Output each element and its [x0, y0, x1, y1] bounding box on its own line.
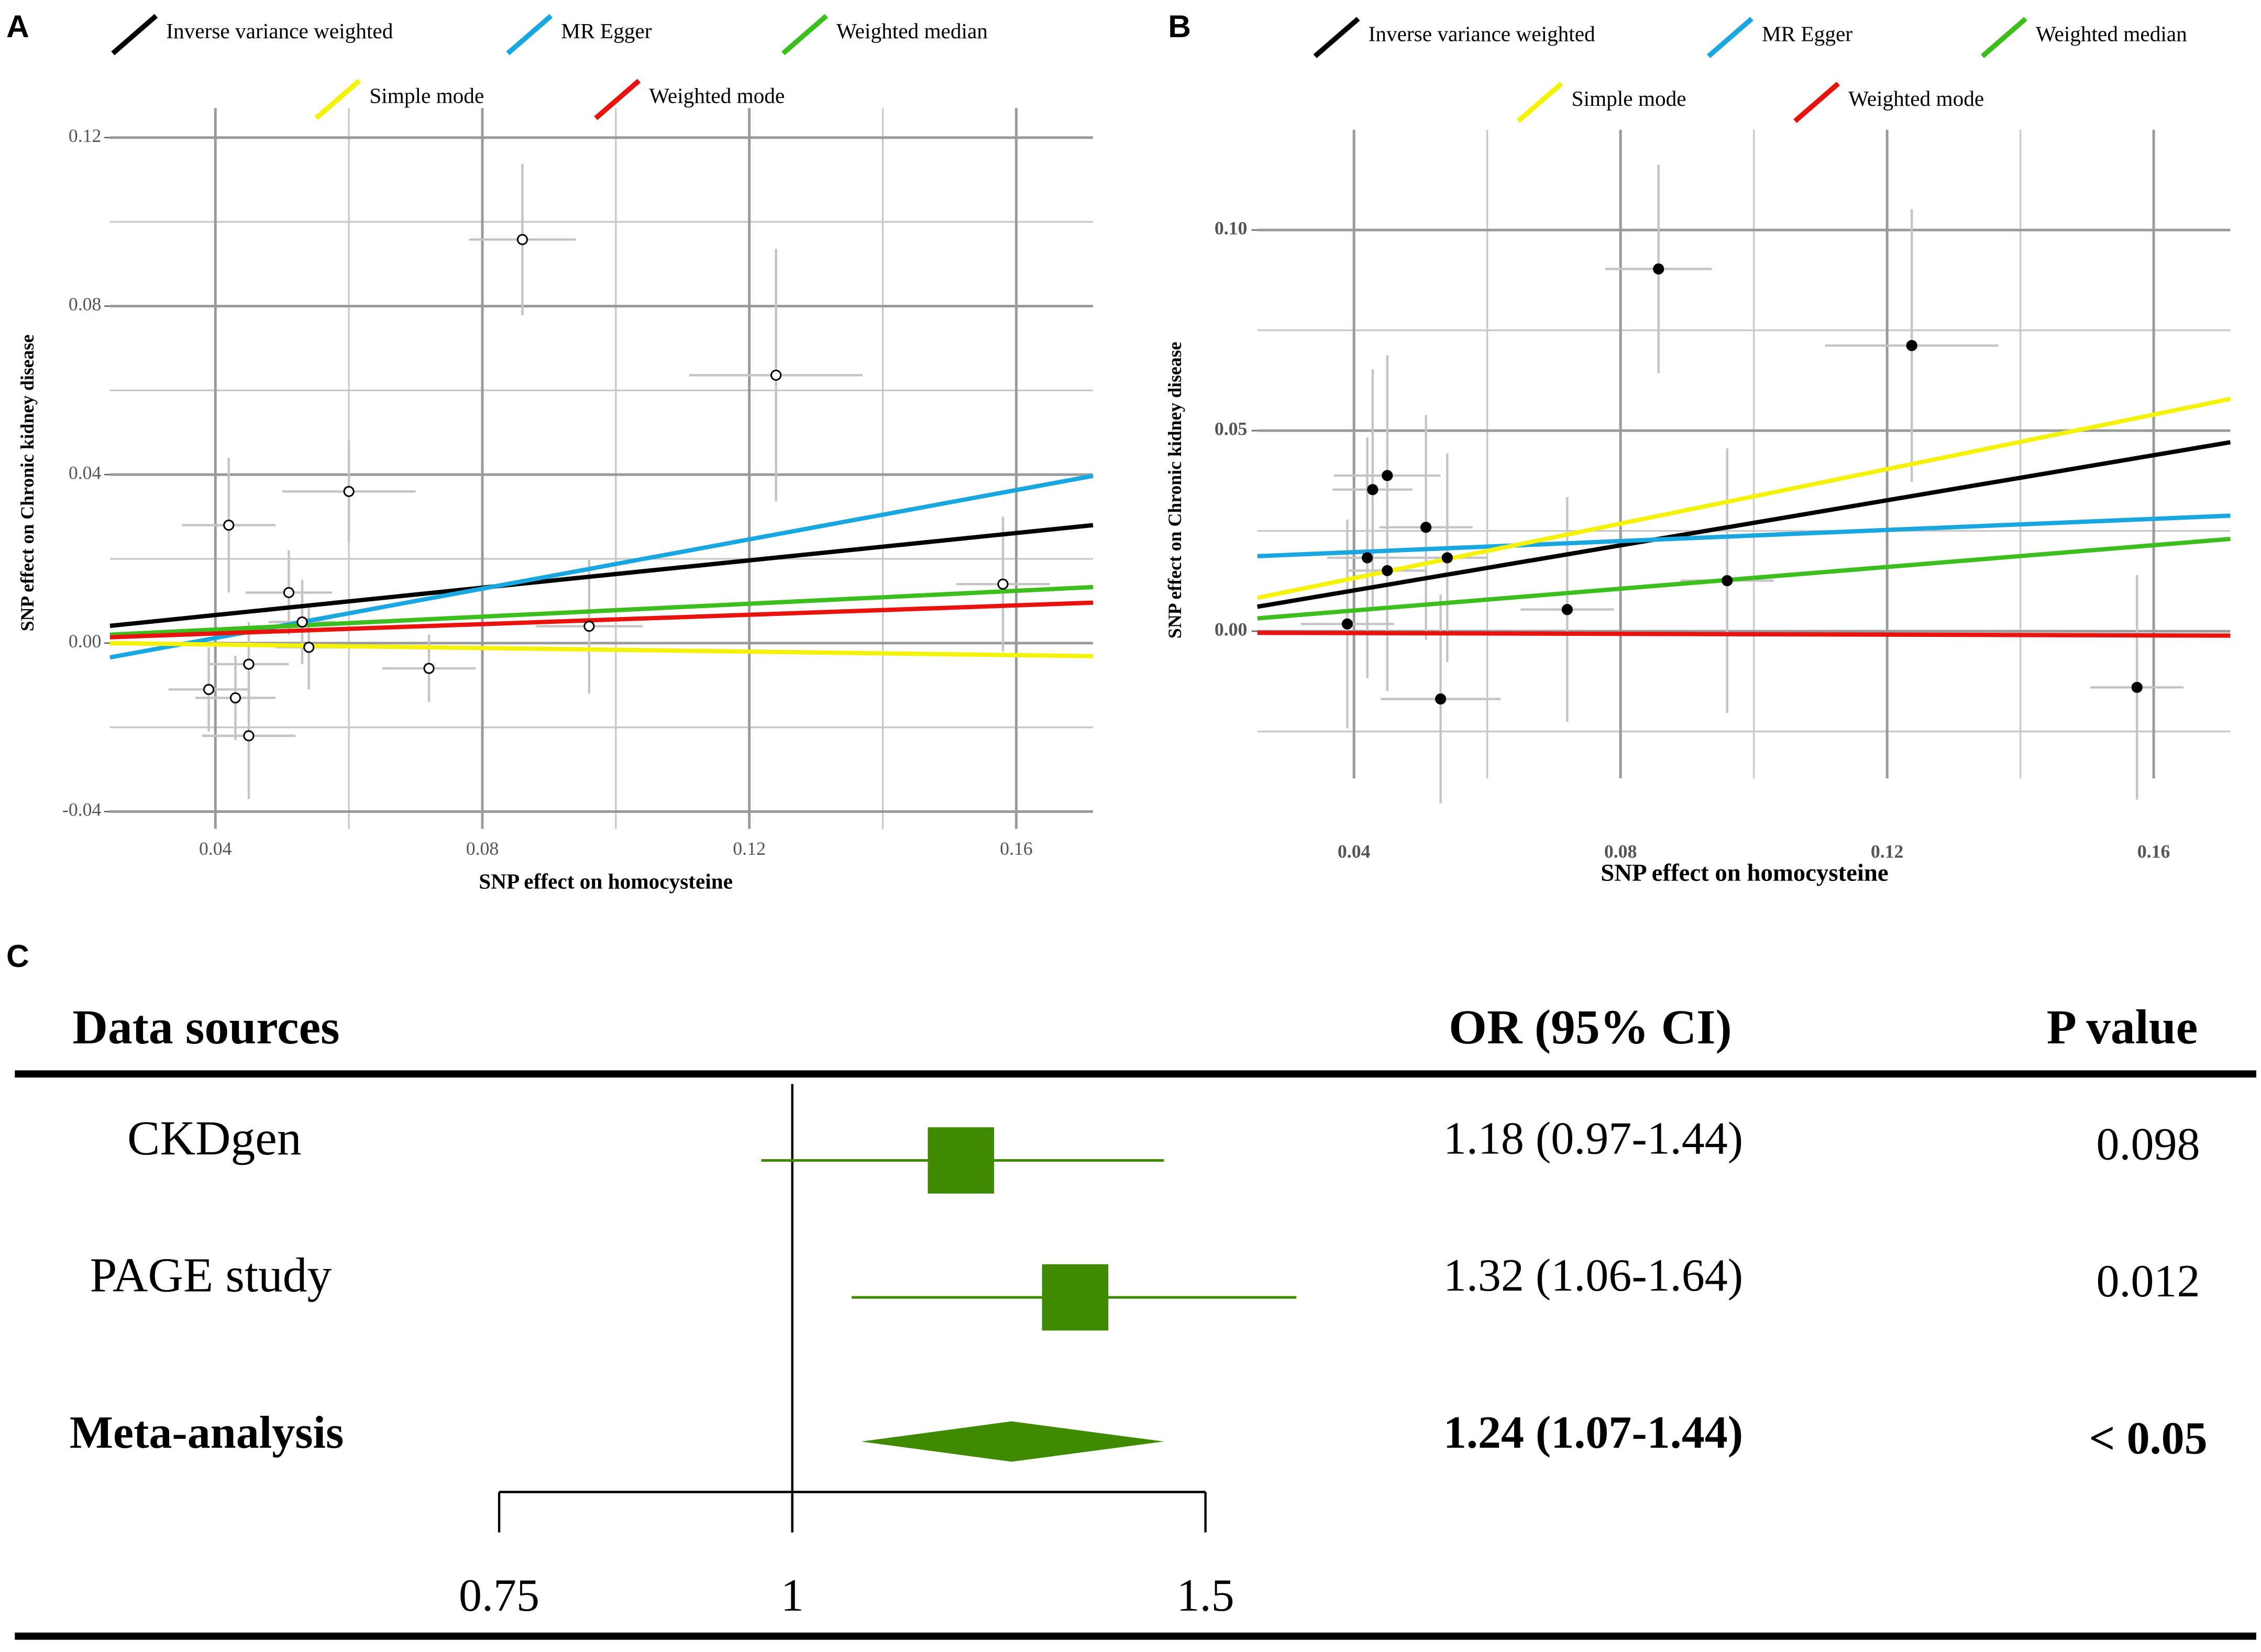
ci-label: 1.24 (1.07-1.44) [1443, 1407, 1743, 1458]
regression-line [109, 600, 1094, 640]
x-tick-label: 0.08 [1604, 841, 1637, 862]
legend-label: MR Egger [561, 19, 652, 43]
legend-label: MR Egger [1762, 21, 1852, 46]
data-point [1382, 565, 1393, 577]
data-point [223, 520, 235, 531]
regression-line [109, 585, 1094, 637]
estimate-square [928, 1127, 995, 1194]
legend-swatch [506, 14, 553, 56]
regression-line [1257, 631, 2231, 638]
x-tick-label: 0.04 [1338, 841, 1371, 862]
data-point [243, 658, 255, 670]
row-label: Meta-analysis [70, 1407, 344, 1458]
panel-label: A [6, 8, 29, 44]
column-header: P value [2047, 1000, 2198, 1054]
ci-label: 1.32 (1.06-1.64) [1443, 1250, 1743, 1301]
legend-swatch [1793, 81, 1840, 123]
panel-label: C [6, 938, 29, 974]
regression-line [109, 641, 1093, 658]
p-value: 0.012 [2096, 1256, 2200, 1307]
regression-line [1256, 397, 2231, 600]
data-point [203, 684, 215, 695]
data-point [770, 369, 782, 381]
regression-line [109, 523, 1094, 628]
y-axis-label: SNP effect on Chronic kidney disease [1164, 342, 1185, 638]
panel-label: B [1168, 8, 1191, 44]
data-point [243, 730, 255, 742]
data-point [2131, 681, 2143, 693]
data-point [583, 621, 595, 632]
x-axis-label: SNP effect on homocysteine [479, 869, 733, 894]
legend-swatch [594, 79, 641, 120]
p-value: 0.098 [2096, 1119, 2200, 1170]
x-tick-label: 0.16 [1000, 838, 1033, 859]
x-tick-label: 0.16 [2137, 841, 2170, 862]
y-tick-label: 0.04 [69, 462, 102, 483]
data-point [343, 486, 355, 497]
legend-label: Inverse variance weighted [166, 19, 393, 43]
y-tick-label: 0.12 [69, 125, 102, 146]
x-tick-label: 0.12 [1871, 841, 1904, 862]
legend-label: Simple mode [1572, 86, 1686, 111]
x-tick-label: 0.12 [733, 838, 766, 859]
estimate-square [1042, 1264, 1109, 1331]
data-point [1341, 618, 1353, 630]
data-point [1362, 552, 1373, 564]
x-axis-label: SNP effect on homocysteine [1601, 859, 1888, 886]
x-tick-label: 0.75 [459, 1570, 539, 1621]
legend-label: Weighted median [2036, 21, 2187, 46]
legend-swatch [1516, 81, 1563, 123]
summary-diamond [861, 1421, 1164, 1462]
regression-line [1257, 440, 2231, 609]
data-point [997, 578, 1009, 590]
regression-line [1257, 513, 2231, 558]
y-tick-label: 0.08 [69, 294, 102, 315]
ci-label: 1.18 (0.97-1.44) [1443, 1114, 1743, 1164]
legend-swatch [1980, 17, 2027, 58]
legend-swatch [314, 79, 361, 120]
column-header: Data sources [72, 1000, 339, 1054]
p-value: < 0.05 [2089, 1413, 2207, 1464]
column-header: OR (95% CI) [1449, 1000, 1732, 1054]
legend-swatch [111, 14, 158, 56]
data-point [1906, 340, 1917, 351]
data-point [516, 234, 528, 245]
data-point [296, 616, 308, 628]
x-tick-label: 0.04 [199, 838, 232, 859]
data-point [1561, 604, 1573, 615]
data-point [303, 642, 315, 653]
legend-swatch [1313, 17, 1360, 58]
y-tick-label: 0.05 [1215, 418, 1248, 439]
data-point [229, 692, 241, 703]
data-point [1382, 470, 1393, 481]
y-axis-label: SNP effect on Chronic kidney disease [17, 335, 38, 632]
row-label: CKDgen [127, 1111, 302, 1165]
data-point [1435, 693, 1447, 705]
y-tick-label: 0.00 [69, 631, 102, 652]
legend-swatch [1706, 17, 1753, 58]
x-tick-label: 1.5 [1177, 1570, 1234, 1621]
data-point [1367, 484, 1378, 495]
regression-line [1257, 536, 2231, 621]
y-tick-label: 0.10 [1215, 217, 1248, 238]
data-point [1722, 575, 1733, 587]
data-point [1653, 263, 1664, 275]
legend-label: Weighted mode [649, 84, 785, 108]
legend-label: Inverse variance weighted [1369, 21, 1595, 46]
legend-label: Simple mode [369, 84, 484, 108]
row-label: PAGE study [90, 1248, 332, 1302]
legend-label: Weighted mode [1848, 86, 1984, 111]
x-tick-label: 1 [781, 1570, 804, 1621]
data-point [1420, 522, 1432, 533]
data-point [423, 663, 435, 674]
x-tick-label: 0.08 [466, 838, 499, 859]
y-tick-label: -0.04 [62, 799, 102, 820]
y-tick-label: 0.00 [1215, 619, 1248, 640]
data-point [283, 587, 295, 598]
legend-label: Weighted median [836, 19, 988, 43]
legend-swatch [781, 14, 828, 56]
data-point [1441, 552, 1453, 564]
